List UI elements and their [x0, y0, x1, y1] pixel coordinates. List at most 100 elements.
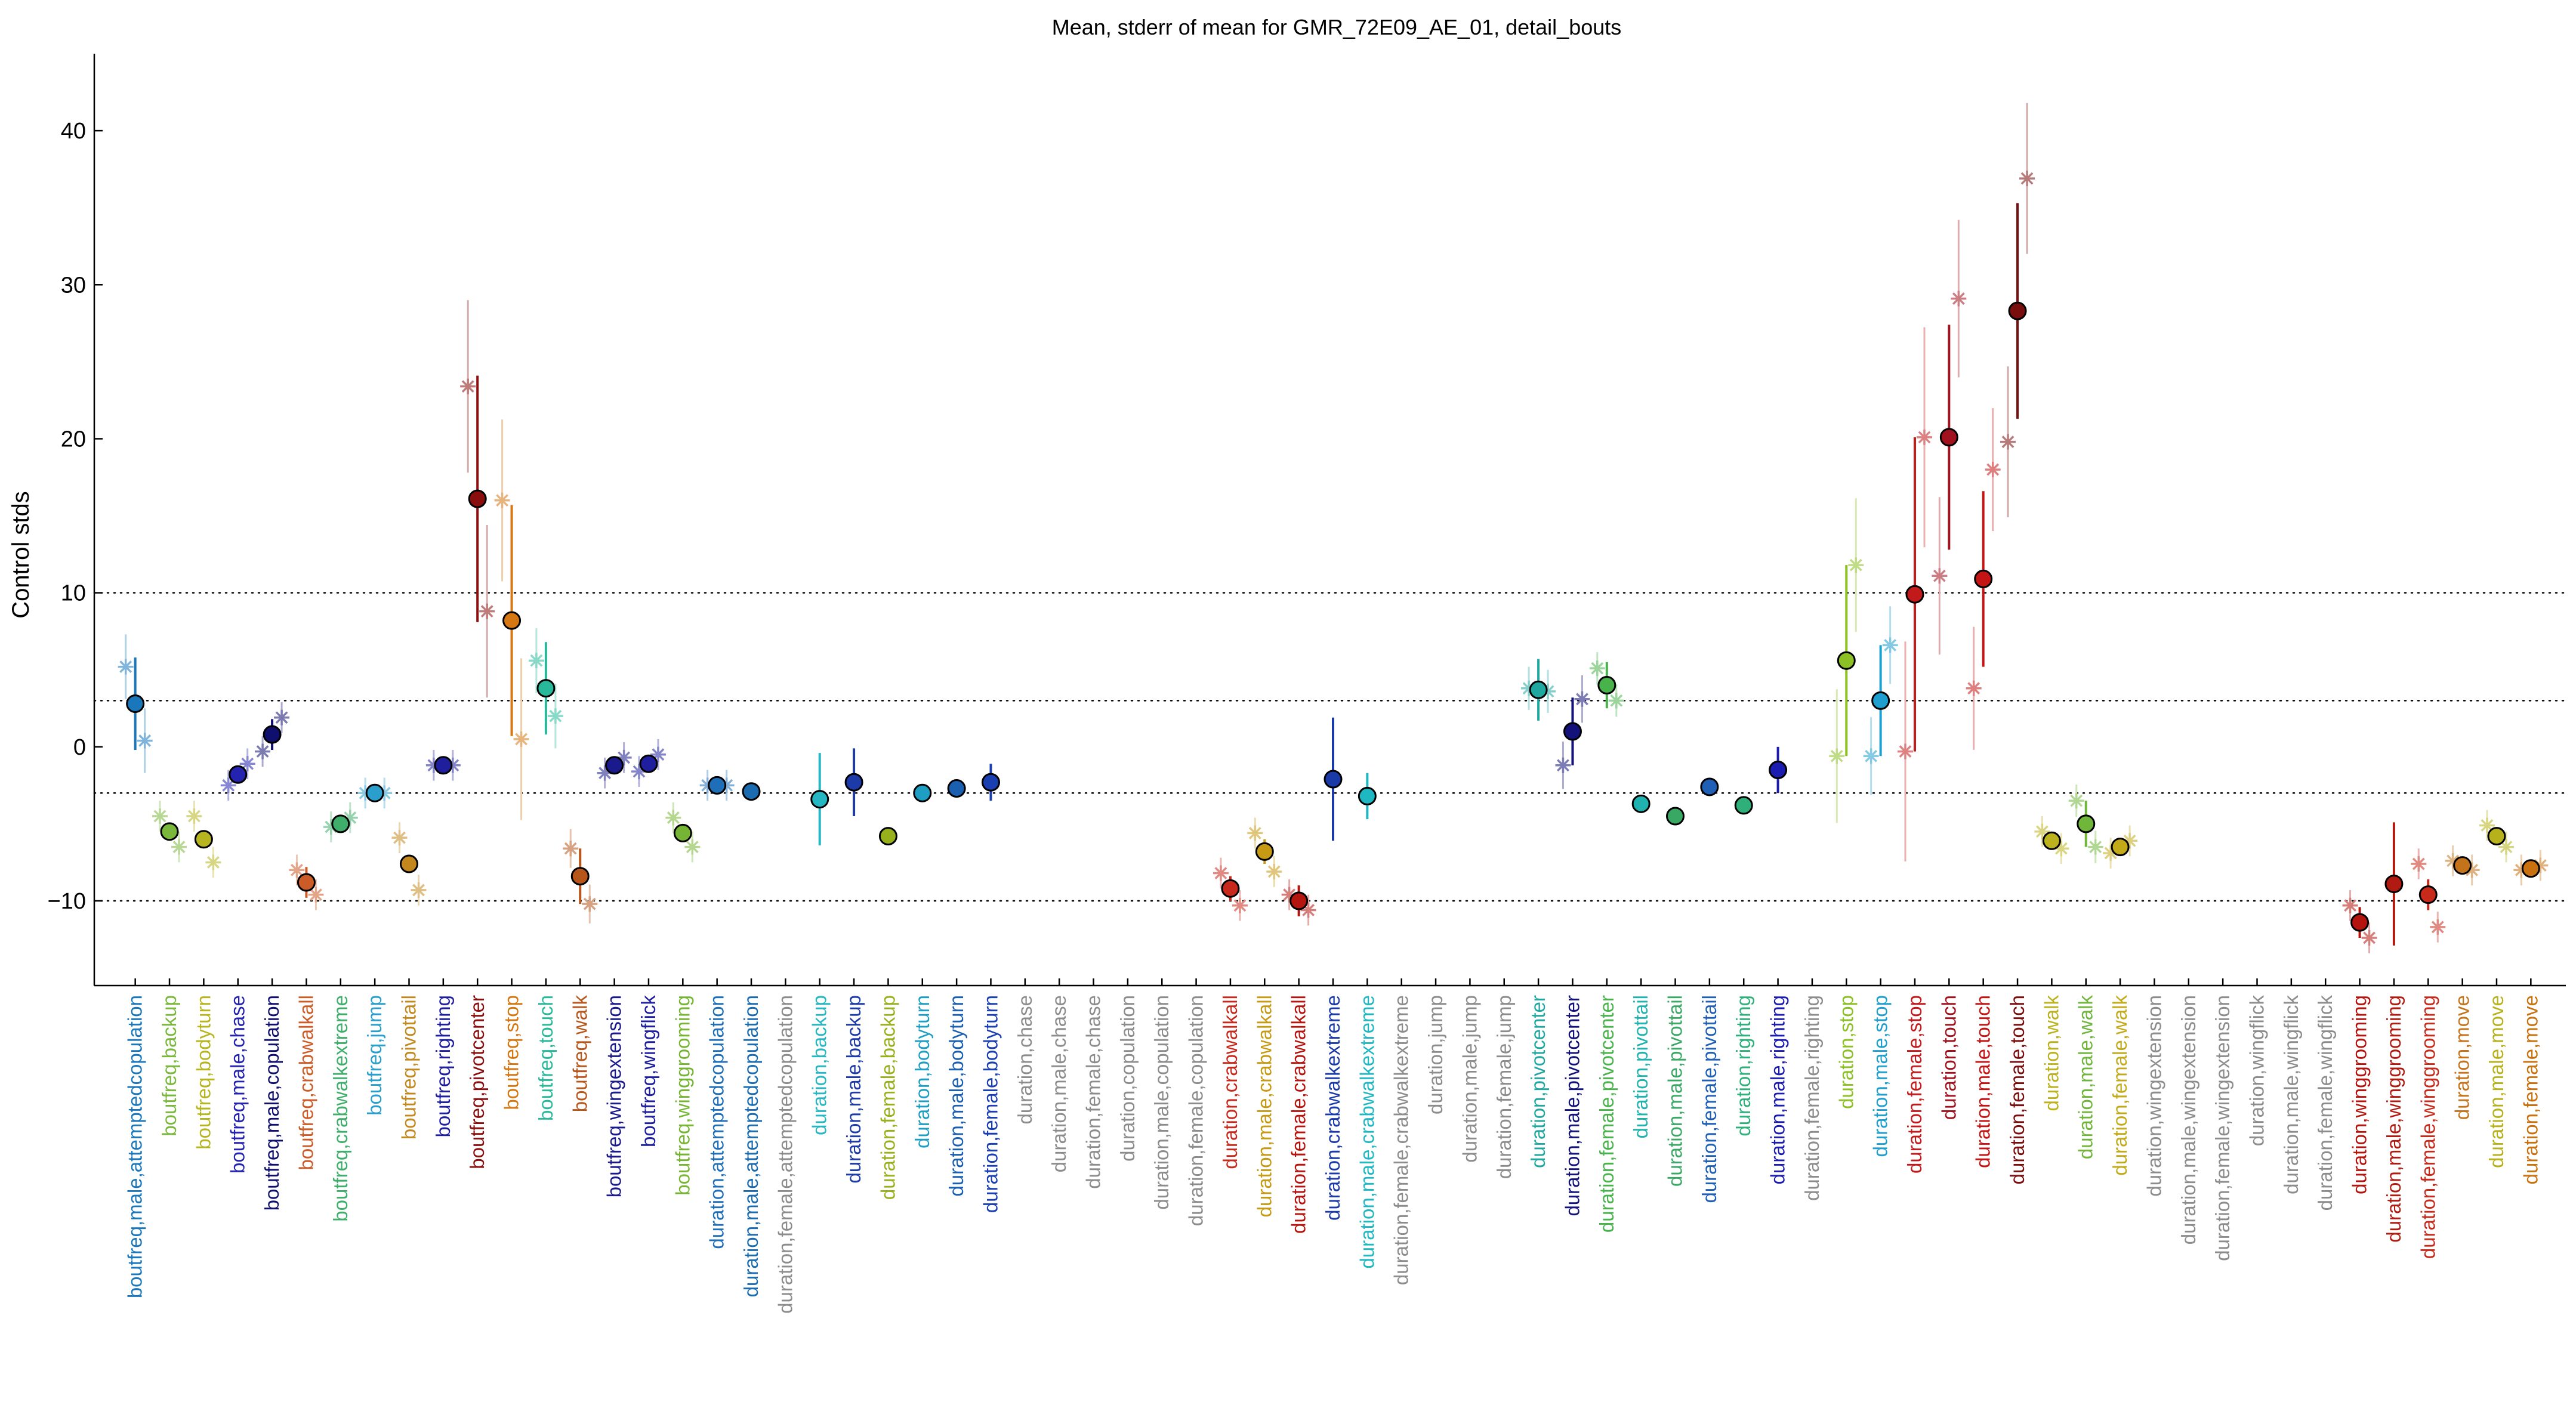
- x-tick-label: duration,attemptedcopulation: [706, 995, 728, 1249]
- mean-point: [1358, 786, 1377, 805]
- star-stroke: [667, 811, 680, 824]
- mean-point: [1700, 777, 1719, 796]
- mean-point: [1905, 585, 1924, 604]
- mean-point: [878, 827, 897, 846]
- star-stroke: [2447, 854, 2460, 867]
- x-tick-label: duration,male,backup: [843, 995, 865, 1184]
- star-stroke: [1865, 749, 1878, 762]
- x-ticks: boutfreq,male,attemptedcopulation boutfre…: [124, 978, 2541, 1314]
- y-tick-label: 20: [61, 427, 86, 452]
- mean-point: [502, 611, 522, 630]
- star-stroke: [1248, 826, 1261, 839]
- star-stroke: [172, 841, 186, 854]
- x-tick-label: duration,female,walk: [2109, 995, 2131, 1176]
- star-stroke: [1918, 431, 1931, 444]
- x-tick-label: boutfreq,righting: [432, 995, 454, 1138]
- star-stroke: [461, 380, 474, 393]
- star-stroke: [1830, 749, 1843, 762]
- star-stroke: [496, 494, 508, 507]
- star-stroke: [275, 711, 288, 724]
- x-tick-label: duration,male,move: [2485, 995, 2507, 1168]
- sex-mean-marker: [1213, 865, 1229, 881]
- sex-markers: [118, 171, 2549, 946]
- star-stroke: [1233, 899, 1247, 912]
- x-tick-label: duration,copulation: [1116, 995, 1139, 1162]
- star-stroke: [1610, 694, 1623, 707]
- mean-point: [263, 725, 282, 744]
- x-tick-label: duration,crabwalkall: [1219, 995, 1241, 1169]
- sex-mean-marker: [1863, 748, 1879, 764]
- mean-point: [1974, 569, 1993, 588]
- sex-mean-marker: [2019, 171, 2035, 187]
- star-stroke: [2070, 794, 2083, 807]
- star-stroke: [1849, 558, 1862, 572]
- mean-point: [673, 823, 692, 842]
- mean-point: [1529, 680, 1548, 699]
- mean-point: [536, 679, 556, 698]
- sex-mean-marker: [1916, 429, 1932, 445]
- x-tick-label: duration,touch: [1938, 995, 1960, 1120]
- x-tick-label: duration,stop: [1835, 995, 1857, 1109]
- sex-mean-marker: [2361, 929, 2377, 946]
- x-tick-label: boutfreq,crabwalkall: [295, 995, 317, 1171]
- x-tick-label: duration,female,jump: [1493, 995, 1515, 1179]
- x-tick-label: boutfreq,stop: [501, 995, 523, 1110]
- sex-mean-marker: [1897, 743, 1913, 759]
- star-stroke: [1283, 888, 1296, 901]
- y-tick-label: −10: [48, 889, 86, 914]
- mean-point: [1324, 770, 1343, 789]
- x-tick-label: duration,walk: [2040, 995, 2062, 1111]
- sex-mean-marker: [2411, 856, 2427, 872]
- star-stroke: [153, 810, 166, 823]
- star-stroke: [2344, 899, 2356, 912]
- star-stroke: [119, 660, 132, 673]
- y-axis-label: Control stds: [8, 491, 34, 618]
- error-bars: [125, 103, 2541, 953]
- star-stroke: [206, 856, 220, 869]
- mean-point: [126, 694, 145, 714]
- sex-mean-marker: [186, 808, 202, 824]
- sex-mean-marker: [479, 603, 495, 619]
- mean-point: [1563, 722, 1582, 741]
- mean-point: [1255, 842, 1274, 861]
- sex-mean-marker: [1829, 748, 1845, 764]
- mean-point: [810, 790, 829, 809]
- mean-point: [1871, 691, 1890, 710]
- sex-mean-marker: [205, 854, 221, 870]
- mean-point: [1597, 676, 1616, 695]
- star-stroke: [310, 888, 322, 901]
- x-tick-label: duration,female,wingextension: [2211, 995, 2233, 1261]
- x-tick-label: boutfreq,male,chase: [227, 995, 249, 1174]
- x-tick-label: duration,male,crabwalkextreme: [1356, 995, 1378, 1269]
- star-stroke: [1967, 682, 1980, 695]
- sex-mean-marker: [684, 839, 701, 855]
- sex-mean-marker: [137, 733, 153, 749]
- sex-mean-marker: [513, 731, 529, 747]
- star-stroke: [1267, 865, 1281, 878]
- sex-mean-marker: [1589, 660, 1605, 677]
- sex-mean-marker: [528, 653, 544, 669]
- x-tick-label: duration,female,bodyturn: [979, 995, 1001, 1213]
- x-tick-label: duration,wingflick: [2246, 995, 2268, 1147]
- y-ticks: −10 0 10 20 30 40: [48, 119, 103, 914]
- sex-mean-marker: [1848, 557, 1864, 573]
- x-tick-label: duration,pivottail: [1630, 995, 1652, 1138]
- star-stroke: [1952, 292, 1965, 305]
- x-tick-label: boutfreq,winggrooming: [671, 995, 693, 1196]
- star-stroke: [2001, 436, 2014, 449]
- star-stroke: [2363, 931, 2376, 944]
- mean-point: [1221, 879, 1240, 898]
- x-tick-label: duration,female,move: [2519, 995, 2541, 1184]
- mean-point: [2521, 859, 2540, 878]
- star-stroke: [412, 884, 425, 897]
- mean-point: [229, 765, 248, 784]
- x-tick-label: duration,chase: [1014, 995, 1036, 1124]
- sex-mean-marker: [1574, 691, 1590, 707]
- sex-mean-marker: [1966, 680, 1982, 696]
- sex-mean-marker: [494, 492, 510, 508]
- star-stroke: [1557, 759, 1569, 772]
- sex-mean-marker: [1266, 863, 1282, 879]
- sex-mean-marker: [1932, 568, 1948, 584]
- sex-mean-marker: [1555, 757, 1571, 773]
